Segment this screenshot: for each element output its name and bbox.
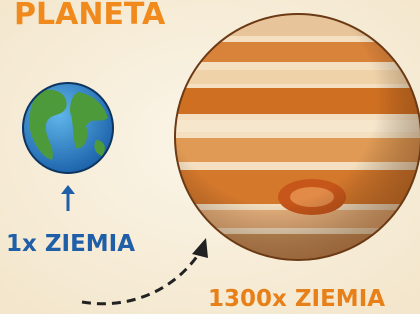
title: PLANETA	[14, 0, 166, 32]
illustration: PLANETA 1x ZIEMIA	[0, 0, 420, 314]
earth-label: 1x ZIEMIA	[6, 231, 135, 257]
jupiter-label: 1300x ZIEMIA	[208, 286, 385, 312]
earth	[23, 83, 113, 173]
